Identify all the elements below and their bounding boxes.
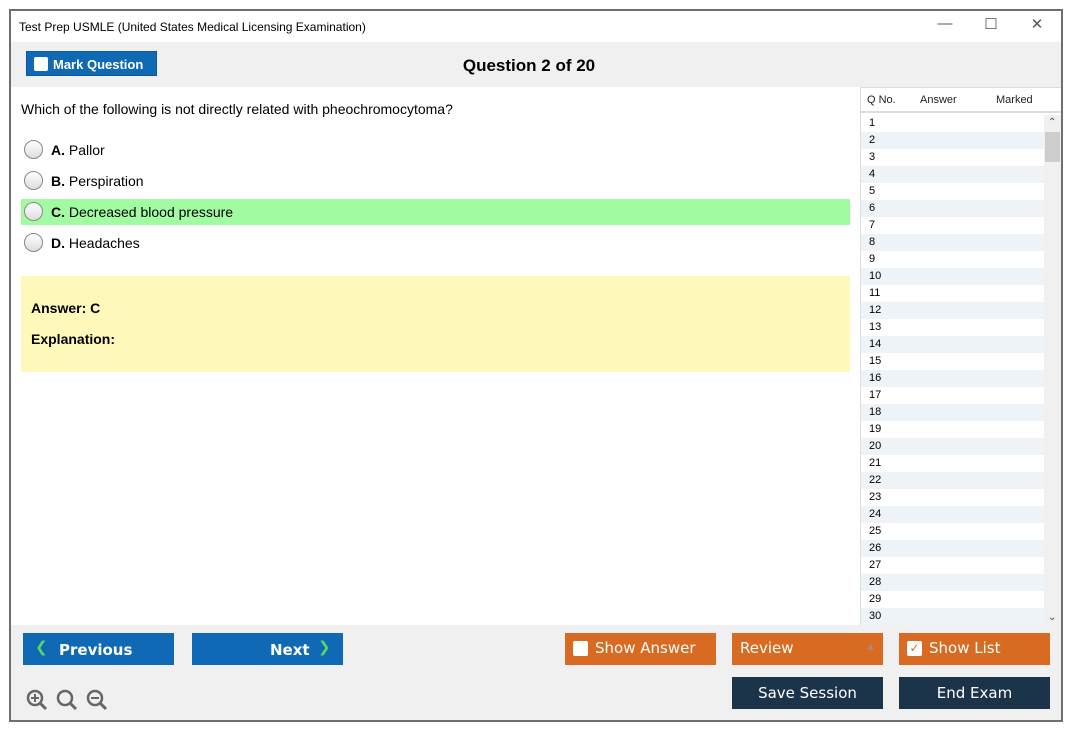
list-row[interactable]: 26 [861, 540, 1044, 557]
list-row[interactable]: 12 [861, 302, 1044, 319]
mark-question-button[interactable]: Mark Question [26, 51, 157, 76]
zoom-in-icon[interactable] [26, 689, 48, 711]
answer-box: Answer: C Explanation: [21, 276, 850, 372]
show-list-button[interactable]: ✓ Show List [899, 633, 1050, 665]
answer-label: Answer: C [31, 300, 101, 316]
explanation-label: Explanation: [31, 331, 116, 347]
list-row[interactable]: 10 [861, 268, 1044, 285]
chevron-left-icon: ❮ [35, 638, 48, 656]
list-row[interactable]: 29 [869, 593, 882, 605]
zoom-out-icon[interactable] [86, 689, 108, 711]
list-row[interactable]: 11 [869, 287, 881, 299]
save-session-button[interactable]: Save Session [732, 677, 883, 709]
option-text: Decreased blood pressure [68, 204, 234, 220]
previous-label: Previous [59, 641, 133, 659]
list-row[interactable]: 17 [869, 389, 882, 401]
close-button[interactable]: ✕ [1030, 16, 1044, 33]
list-row[interactable]: 20 [861, 438, 1044, 455]
next-button[interactable]: Next ❯ [192, 633, 343, 665]
zoom-reset-icon[interactable] [56, 689, 78, 711]
minimize-button[interactable]: — [937, 15, 953, 32]
option-letter: A. [51, 142, 65, 158]
list-row[interactable]: 24 [861, 506, 1044, 523]
window-title: Test Prep USMLE (United States Medical L… [19, 20, 366, 34]
header-answer: Answer [920, 94, 957, 106]
bottom-bar: ❮ Previous Next ❯ Show Answer Review ▲ ✓… [11, 625, 1061, 720]
next-label: Next [270, 641, 310, 659]
option-letter: B. [51, 173, 65, 189]
radio-button[interactable] [24, 140, 43, 159]
header-marked: Marked [996, 94, 1033, 106]
radio-button[interactable] [24, 233, 43, 252]
list-row[interactable]: 13 [869, 321, 882, 333]
list-row[interactable]: 21 [869, 457, 882, 469]
option-c[interactable]: C. Decreased blood pressure [21, 199, 850, 225]
list-row[interactable]: 19 [869, 423, 882, 435]
list-row[interactable]: 23 [869, 491, 882, 503]
scrollbar-thumb[interactable] [1045, 132, 1060, 162]
option-letter: C. [51, 204, 65, 220]
list-row[interactable]: 28 [861, 574, 1044, 591]
option-text: Pallor [68, 142, 105, 158]
question-counter: Question 2 of 20 [462, 56, 596, 75]
option-a[interactable]: A. Pallor [21, 137, 850, 163]
option-d[interactable]: D. Headaches [21, 230, 850, 256]
list-row[interactable]: 25 [869, 525, 882, 537]
list-row[interactable]: 5 [869, 185, 876, 197]
checkbox-checked-icon: ✓ [907, 641, 922, 656]
radio-button[interactable] [24, 171, 43, 190]
title-bar: Test Prep USMLE (United States Medical L… [11, 11, 1061, 42]
list-row[interactable]: 1 [869, 117, 876, 129]
review-dropdown[interactable]: Review ▲ [732, 633, 883, 665]
list-header: Q No. Answer Marked [861, 87, 1061, 113]
scroll-up-icon[interactable]: ⌃ [1048, 117, 1057, 128]
list-row[interactable]: 3 [869, 151, 876, 163]
list-row[interactable]: 9 [869, 253, 876, 265]
list-row[interactable]: 4 [861, 166, 1044, 183]
option-letter: D. [51, 235, 65, 251]
question-list: Q No. Answer Marked 1 2 3 4 5 6 7 8 9 10 11 12 13 14 1… [860, 87, 1061, 625]
end-exam-button[interactable]: End Exam [899, 677, 1050, 709]
radio-button[interactable] [24, 202, 43, 221]
option-text: Headaches [68, 235, 140, 251]
option-b[interactable]: B. Perspiration [21, 168, 850, 194]
mark-question-label: Mark Question [53, 57, 144, 72]
question-text: Which of the following is not directly r… [21, 101, 453, 117]
review-label: Review [740, 639, 794, 657]
list-row[interactable]: 15 [869, 355, 882, 367]
scrollbar[interactable]: ⌃ ⌄ [1044, 115, 1061, 625]
checkbox-icon [34, 57, 48, 71]
chevron-right-icon: ❯ [318, 638, 331, 656]
show-answer-label: Show Answer [595, 639, 696, 657]
list-row[interactable]: 30 [861, 608, 1044, 625]
list-row[interactable]: 2 [861, 132, 1044, 149]
option-text: Perspiration [68, 173, 144, 189]
caret-up-icon: ▲ [867, 642, 874, 652]
list-row[interactable]: 16 [861, 370, 1044, 387]
list-row[interactable]: 6 [861, 200, 1044, 217]
list-row[interactable]: 7 [869, 219, 876, 231]
list-row[interactable]: 18 [861, 404, 1044, 421]
list-row[interactable]: 14 [861, 336, 1044, 353]
app-window: Test Prep USMLE (United States Medical L… [9, 9, 1063, 722]
show-list-label: Show List [929, 639, 1001, 657]
list-row[interactable]: 22 [861, 472, 1044, 489]
previous-button[interactable]: ❮ Previous [23, 633, 174, 665]
toolbar: Mark Question Question 2 of 20 [11, 42, 1061, 87]
show-answer-button[interactable]: Show Answer [565, 633, 716, 665]
checkbox-icon [573, 641, 588, 656]
scroll-down-icon[interactable]: ⌄ [1048, 612, 1057, 623]
list-row[interactable]: 8 [861, 234, 1044, 251]
question-panel: Which of the following is not directly r… [11, 87, 860, 625]
maximize-button[interactable]: ☐ [984, 16, 998, 33]
header-qno: Q No. [867, 94, 896, 106]
list-row[interactable]: 27 [869, 559, 882, 571]
